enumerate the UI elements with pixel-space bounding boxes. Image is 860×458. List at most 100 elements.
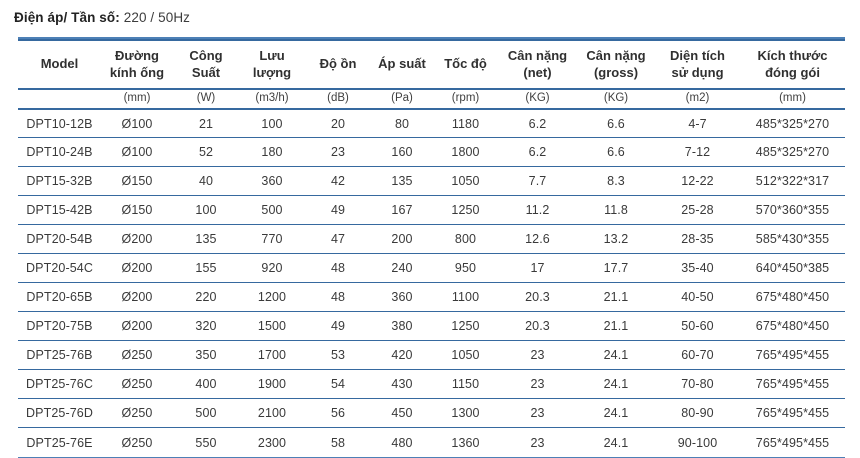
cell: 25-28: [655, 195, 740, 226]
cell: 35-40: [655, 253, 740, 284]
title-label: Điện áp/ Tần số:: [14, 10, 120, 25]
cell: 13.2: [577, 224, 655, 255]
cell: 50-60: [655, 311, 740, 342]
cell: DPT10-12B: [18, 108, 101, 139]
column-header-8: Cân nặng (gross): [577, 41, 655, 90]
column-unit-9: (m2): [655, 88, 740, 110]
cell: 80-90: [655, 398, 740, 429]
page-title: Điện áp/ Tần số: 220 / 50Hz: [0, 0, 860, 27]
cell: DPT20-75B: [18, 311, 101, 342]
cell: 23: [530, 435, 545, 450]
cell: 48: [305, 282, 371, 313]
cell: 420: [371, 340, 433, 371]
cell: DPT25-76B: [18, 340, 101, 371]
table-row: DPT20-65B Ø200 220 1200 48 360 1100 20.3 21.1 40-…: [18, 282, 845, 313]
cell: Ø250: [101, 398, 173, 429]
title-value: 220 / 50Hz: [123, 10, 191, 25]
cell: 80: [371, 108, 433, 139]
cell: 180: [239, 137, 305, 168]
column-header-1: Đường kính ống: [101, 41, 173, 90]
cell: 1800: [433, 137, 498, 168]
cell: 40-50: [655, 282, 740, 313]
cell: DPT10-24B: [18, 137, 101, 168]
cell: 100: [239, 108, 305, 139]
cell: 485*325*270: [740, 137, 845, 168]
cell: DPT25-76D: [18, 398, 101, 429]
cell: 950: [433, 253, 498, 284]
cell: 675*480*450: [740, 282, 845, 313]
cell: DPT15-32B: [18, 166, 101, 197]
cell: 70-80: [655, 369, 740, 400]
cell: 240: [371, 253, 433, 284]
cell: 4-7: [655, 108, 740, 139]
table-row: DPT15-42B Ø150 100 500 49 167 1250 11.2 11.8 25-2…: [18, 195, 845, 226]
cell: 1900: [239, 369, 305, 400]
cell: 23: [498, 340, 577, 371]
cell: 53: [305, 340, 371, 371]
cell: 155: [173, 253, 239, 284]
cell: 6.2: [498, 108, 577, 139]
cell: 570*360*355: [740, 195, 845, 226]
table-row: DPT20-54B Ø200 135 770 47 200 800 12.6 13.2 28-35…: [18, 224, 845, 255]
table-top-rule: [18, 37, 845, 41]
cell: 8.3: [577, 166, 655, 197]
cell: 40: [173, 166, 239, 197]
cell: 28-35: [655, 224, 740, 255]
cell: Ø250: [101, 369, 173, 400]
cell: 1150: [433, 369, 498, 400]
cell: 167: [371, 195, 433, 226]
column-unit-1: (mm): [101, 88, 173, 110]
cell: DPT20-65B: [18, 282, 101, 313]
cell: 23: [498, 369, 577, 400]
cell: 1300: [433, 398, 498, 429]
cell: 200: [371, 224, 433, 255]
cell: 42: [305, 166, 371, 197]
cell: 550: [195, 435, 217, 450]
cell: 320: [173, 311, 239, 342]
cell: 360: [239, 166, 305, 197]
cell: 1500: [239, 311, 305, 342]
cell: 500: [239, 195, 305, 226]
table-row: DPT20-75B Ø200 320 1500 49 380 1250 20.3 21.1 50-…: [18, 311, 845, 342]
cell: 90-100: [677, 435, 718, 450]
cell: 1700: [239, 340, 305, 371]
cell: 500: [173, 398, 239, 429]
cell: 1250: [433, 311, 498, 342]
cell: 24.1: [577, 369, 655, 400]
cell: Ø150: [101, 195, 173, 226]
table-bottom-rule: [18, 456, 845, 458]
table-row: DPT20-54C Ø200 155 920 48 240 950 17 17.7 35-40 64…: [18, 253, 845, 284]
cell: 48: [305, 253, 371, 284]
cell: 17.7: [577, 253, 655, 284]
cell: 480: [391, 435, 413, 450]
column-unit-2: (W): [173, 88, 239, 110]
cell: Ø200: [101, 224, 173, 255]
cell: 12-22: [655, 166, 740, 197]
cell: 47: [305, 224, 371, 255]
spec-table-wrap: Model Đường kính ống Công Suất Lưu lượng Độ …: [18, 37, 845, 458]
cell: 21: [173, 108, 239, 139]
cell: 765*495*455: [740, 340, 845, 371]
cell: Ø150: [101, 166, 173, 197]
cell: 430: [371, 369, 433, 400]
cell: 52: [173, 137, 239, 168]
table-row: DPT25-76D Ø250 500 2100 56 450 1300 23 24.1 80-90…: [18, 398, 845, 429]
cell: 350: [173, 340, 239, 371]
cell: 58: [330, 435, 346, 450]
cell: 49: [305, 311, 371, 342]
units-row: (mm) (W) (m3/h) (dB) (Pa) (rpm) (KG) (KG) (m2) (m…: [18, 88, 845, 110]
cell: 765*495*455: [755, 435, 830, 450]
cell: 24.1: [577, 398, 655, 429]
cell: 20.3: [498, 282, 577, 313]
table-row: DPT10-24B Ø100 52 180 23 160 1800 6.2 6.6 7-12 485…: [18, 137, 845, 168]
cell: 640*450*385: [740, 253, 845, 284]
column-unit-0: [18, 88, 101, 110]
cell: 23: [498, 398, 577, 429]
cell: 2300: [257, 435, 287, 450]
cell: 20.3: [498, 311, 577, 342]
cell: 450: [371, 398, 433, 429]
column-header-9: Diện tích sử dụng: [655, 41, 740, 90]
cell: 675*480*450: [740, 311, 845, 342]
cell: DPT20-54B: [18, 224, 101, 255]
